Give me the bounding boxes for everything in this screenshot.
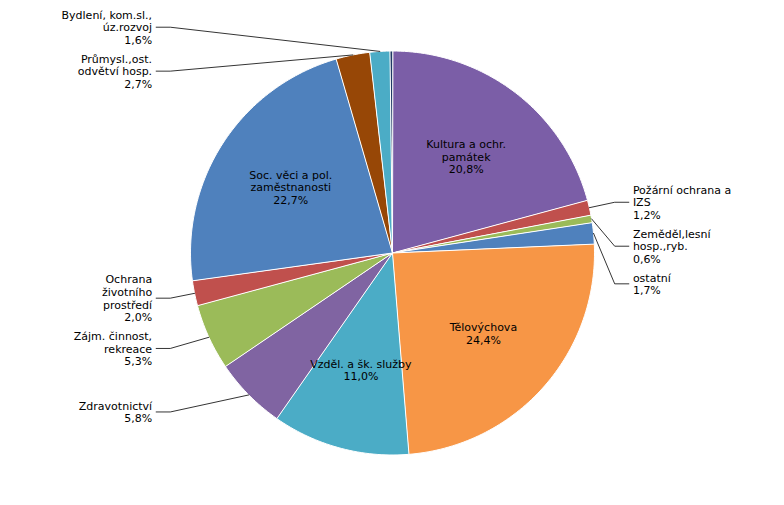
svg-text:Zdravotnictví5,8%: Zdravotnictví5,8% [79, 400, 153, 426]
svg-text:Požární ochrana aIZS1,2%: Požární ochrana aIZS1,2% [633, 184, 731, 222]
svg-text:Soc. věci a pol.zaměstnanosti2: Soc. věci a pol.zaměstnanosti22,7% [249, 168, 332, 206]
svg-text:Tělovýchova24,4%: Tělovýchova24,4% [449, 321, 517, 347]
svg-text:Kultura a ochr.památek20,8%: Kultura a ochr.památek20,8% [426, 138, 506, 176]
svg-text:Vzděl. a šk. služby11,0%: Vzděl. a šk. služby11,0% [310, 358, 412, 384]
svg-text:Průmysl.,ost.odvětví hosp.2,7%: Průmysl.,ost.odvětví hosp.2,7% [78, 53, 152, 91]
svg-text:ostatní1,7%: ostatní1,7% [633, 272, 672, 298]
svg-text:Zájm. činnost,rekreace5,3%: Zájm. činnost,rekreace5,3% [74, 330, 153, 368]
svg-text:Zeměděl,lesníhosp.,ryb.0,6%: Zeměděl,lesníhosp.,ryb.0,6% [633, 228, 712, 266]
svg-text:Ochranaživotníhoprostředí2,0%: Ochranaživotníhoprostředí2,0% [102, 273, 153, 324]
svg-text:Bydlení, kom.sl.,úz.rozvoj1,6%: Bydlení, kom.sl.,úz.rozvoj1,6% [62, 9, 153, 47]
